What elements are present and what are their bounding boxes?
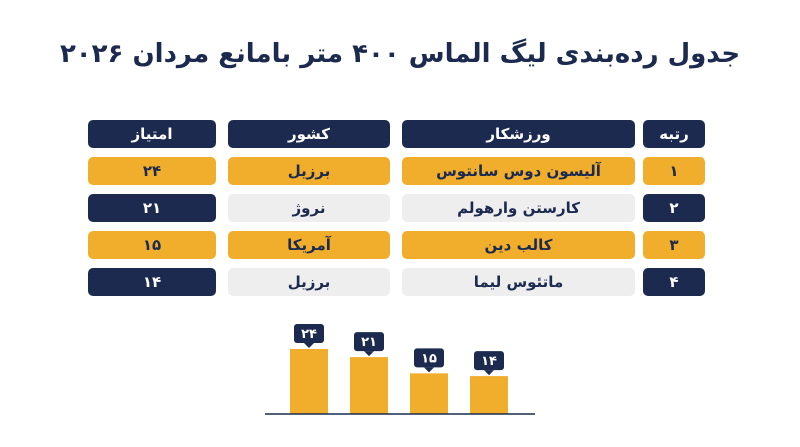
row-1-athlete: آلیسون دوس سانتوس [402, 157, 635, 185]
row-3-country: آمریکا [228, 231, 390, 259]
row-4-points: ۱۴ [88, 268, 216, 296]
header-rank: رتبه [643, 120, 705, 148]
row-2-rank: ۲ [643, 194, 705, 222]
data-label-pointer [304, 343, 314, 348]
data-label: ۲۴ [301, 327, 317, 342]
row-4-rank: ۴ [643, 268, 705, 296]
data-label-box [414, 348, 444, 368]
page-title: جدول رده‌بندی لیگ الماس ۴۰۰ متر بامانع م… [59, 39, 741, 69]
data-label: ۱۴ [481, 354, 497, 369]
data-label: ۲۱ [361, 335, 377, 350]
row-2-points: ۲۱ [88, 194, 216, 222]
row-2-country: نروژ [228, 194, 390, 222]
row-3-points: ۱۵ [88, 231, 216, 259]
header-points: امتیاز [88, 120, 216, 148]
row-2-athlete: کارستن وارهولم [402, 194, 635, 222]
data-label-pointer [424, 367, 434, 373]
row-4-athlete: ماتئوس لیما [402, 268, 635, 296]
chart-bar [350, 357, 388, 414]
row-3-athlete: کالب دین [402, 231, 635, 259]
data-label: ۱۵ [421, 351, 437, 366]
row-4-country: برزیل [228, 268, 390, 296]
chart-bar [470, 376, 508, 414]
data-label-box [354, 332, 384, 352]
data-label-pointer [484, 370, 494, 376]
data-label-box [294, 324, 324, 343]
data-label-pointer [364, 351, 374, 357]
header-country: کشور [228, 120, 390, 148]
row-1-country: برزیل [228, 157, 390, 185]
chart-bar [410, 373, 448, 414]
row-1-rank: ۱ [643, 157, 705, 185]
row-1-points: ۲۴ [88, 157, 216, 185]
row-3-rank: ۳ [643, 231, 705, 259]
data-label-box [474, 351, 504, 371]
chart-bar [290, 349, 328, 414]
standings-table: رتبه ورزشکار کشور امتیاز ۱ آلیسون دوس سا… [88, 120, 705, 296]
header-athlete: ورزشکار [402, 120, 635, 148]
